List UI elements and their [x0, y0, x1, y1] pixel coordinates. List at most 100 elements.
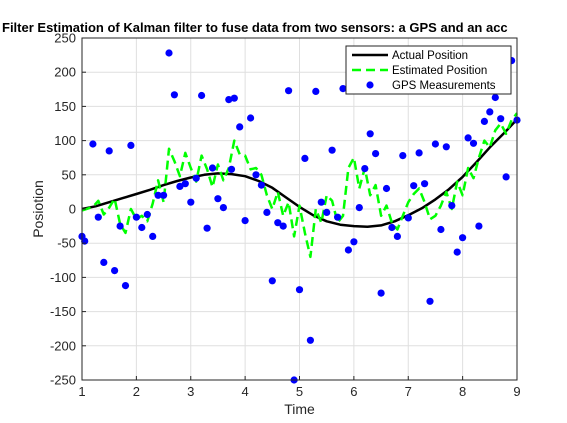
- gps-measurement-point: [339, 85, 347, 93]
- gps-measurement-point: [241, 217, 249, 225]
- y-tick-label: -200: [50, 338, 76, 353]
- legend-entry-label: GPS Measurements: [392, 80, 496, 92]
- y-tick-label: 250: [54, 31, 76, 46]
- gps-measurement-point: [453, 248, 461, 256]
- x-tick-label: 9: [513, 384, 520, 399]
- y-tick-label: -50: [57, 236, 76, 251]
- gps-measurement-point: [192, 174, 200, 182]
- gps-measurement-point: [377, 289, 385, 297]
- gps-measurement-point: [263, 208, 271, 216]
- x-tick-label: 4: [242, 384, 249, 399]
- gps-measurement-point: [323, 208, 331, 216]
- grid-lines: [81, 37, 518, 381]
- gps-measurement-point: [491, 93, 499, 102]
- axis-ticks: 1 2 3 4 5 6 7 8 9 -250 -200 -150 -100 -50 0 50 100 150 200…: [50, 31, 521, 400]
- y-tick-label: 150: [54, 99, 76, 114]
- gps-measurement-point: [404, 214, 412, 222]
- gps-measurement-point: [393, 232, 401, 240]
- y-tick-label: 100: [54, 133, 76, 148]
- gps-measurement-point: [497, 115, 505, 123]
- gps-measurement-point: [274, 219, 282, 227]
- gps-measurement-point: [111, 267, 119, 275]
- x-tick-label: 2: [133, 384, 140, 399]
- gps-measurement-point: [257, 181, 265, 189]
- gps-measurement-point: [149, 232, 157, 240]
- gps-measurement-point: [399, 152, 407, 160]
- x-tick-label: 1: [78, 384, 85, 399]
- legend-entry-label: Estimated Position: [392, 65, 487, 77]
- series-line-estimated-position: [81, 112, 518, 259]
- gps-measurement-point: [502, 173, 510, 181]
- gps-measurement-point: [442, 143, 450, 151]
- y-tick-label: -150: [50, 304, 76, 319]
- gps-measurement-point: [116, 222, 124, 230]
- gps-measurement-point: [295, 286, 304, 294]
- gps-measurement-point: [121, 282, 130, 290]
- gps-measurement-point: [459, 234, 467, 242]
- y-tick-label: 50: [62, 167, 76, 182]
- legend-entry-label: Actual Position: [392, 50, 468, 62]
- gps-measurement-point: [372, 150, 380, 158]
- gps-measurement-point: [208, 164, 217, 172]
- gps-measurement-point: [227, 165, 236, 173]
- gps-measurement-point: [426, 297, 434, 305]
- gps-measurement-point: [437, 225, 445, 234]
- gps-measurement-point: [176, 182, 184, 190]
- gps-measurement-point: [181, 180, 189, 188]
- gps-measurement-point: [480, 117, 488, 125]
- y-tick-label: -100: [50, 270, 76, 285]
- legend: Actual Position Estimated Position GPS Mea…: [345, 45, 512, 95]
- gps-measurement-point: [361, 165, 369, 173]
- plot-series: [78, 49, 521, 384]
- gps-measurement-point: [138, 223, 146, 232]
- gps-measurement-point: [160, 191, 168, 199]
- gps-measurement-point: [268, 277, 276, 285]
- gps-measurement-point: [279, 222, 287, 230]
- gps-measurement-point: [334, 213, 342, 221]
- gps-measurement-point: [105, 147, 113, 155]
- legend-swatch-gps-measurements: [366, 81, 374, 89]
- x-tick-label: 8: [459, 384, 466, 399]
- y-tick-label: 0: [69, 202, 76, 217]
- gps-measurement-point: [382, 184, 391, 193]
- gps-measurement-point: [170, 91, 178, 99]
- gps-measurement-point: [132, 213, 140, 221]
- gps-measurement-point: [306, 336, 314, 344]
- gps-measurement-point: [127, 141, 135, 149]
- x-tick-label: 7: [405, 384, 412, 399]
- x-axis-label: Time: [284, 401, 315, 417]
- gps-measurement-point: [312, 87, 320, 95]
- y-axis-label: Posiotion: [30, 180, 46, 238]
- gps-measurement-point: [230, 94, 238, 102]
- gps-measurement-point: [464, 134, 472, 142]
- chart-title: Filter Estimation of Kalman filter to fu…: [2, 20, 508, 35]
- gps-measurement-point: [355, 204, 363, 212]
- gps-measurement-point: [388, 223, 396, 232]
- gps-measurement-point: [214, 195, 222, 203]
- gps-measurement-point: [431, 140, 439, 148]
- gps-measurement-point: [225, 96, 233, 104]
- x-tick-label: 3: [187, 384, 194, 399]
- gps-measurement-point: [143, 210, 151, 219]
- gps-measurement-point: [475, 222, 483, 230]
- y-tick-label: -250: [50, 373, 76, 388]
- gps-measurement-point: [187, 198, 195, 206]
- gps-measurement-point: [469, 139, 478, 147]
- gps-measurement-point: [301, 154, 309, 162]
- gps-measurement-point: [94, 213, 102, 221]
- gps-measurement-point: [89, 140, 97, 148]
- gps-measurement-point: [198, 91, 206, 100]
- x-tick-label: 5: [296, 384, 303, 399]
- gps-measurement-point: [415, 149, 423, 157]
- gps-measurement-point: [410, 182, 418, 190]
- gps-measurement-point: [285, 87, 293, 95]
- gps-measurement-point: [486, 108, 494, 116]
- gps-measurement-point: [350, 238, 358, 246]
- gps-measurement-point: [328, 146, 336, 154]
- gps-measurement-point: [366, 130, 374, 138]
- x-tick-label: 6: [350, 384, 357, 399]
- gps-measurement-point: [100, 258, 108, 266]
- gps-measurement-point: [247, 114, 255, 122]
- gps-measurement-point: [448, 202, 456, 210]
